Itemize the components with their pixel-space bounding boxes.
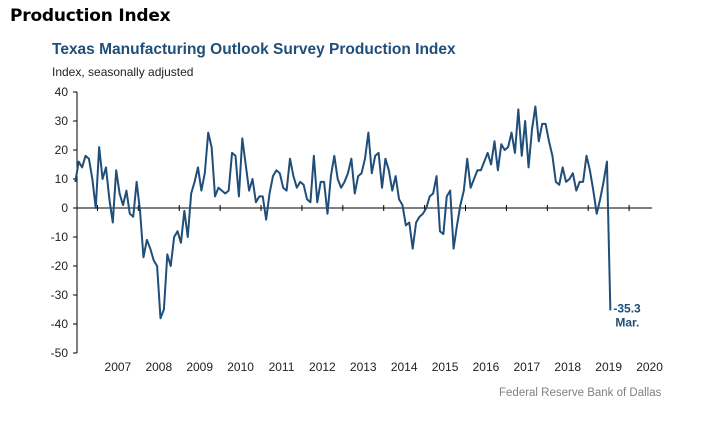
x-tick-label: 2020: [636, 360, 663, 374]
series-line: [74, 105, 612, 320]
y-tick-label: -20: [51, 259, 69, 273]
y-tick-label: -10: [51, 230, 69, 244]
x-tick-label: 2010: [227, 360, 254, 374]
x-tick-label: 2018: [554, 360, 581, 374]
x-tick-label: 2014: [391, 360, 418, 374]
callout-value: -35.3: [613, 301, 641, 315]
chart-title: Texas Manufacturing Outlook Survey Produ…: [52, 41, 456, 58]
x-tick-label: 2008: [145, 360, 172, 374]
x-tick-label: 2015: [432, 360, 459, 374]
y-tick-label: 10: [55, 172, 69, 186]
y-tick-label: 0: [61, 201, 68, 215]
x-tick-label: 2012: [309, 360, 336, 374]
source-credit: Federal Reserve Bank of Dallas: [499, 387, 662, 399]
page-heading: Production Index: [10, 6, 171, 26]
x-axis: 2007 2008 2009 2010 2011 2012 2013 2014 2015 2016…: [77, 205, 663, 374]
x-tick-label: 2013: [350, 360, 377, 374]
x-tick-label: 2017: [514, 360, 541, 374]
y-tick-label: -40: [51, 317, 69, 331]
y-tick-label: 40: [55, 85, 69, 99]
y-tick-label: 20: [55, 143, 69, 157]
x-tick-label: 2011: [269, 360, 295, 374]
x-tick-label: 2009: [186, 360, 213, 374]
x-tick-label: 2019: [595, 360, 622, 374]
y-axis: 40 30 20 10 0 -10 -20 -30 -40 -50: [51, 85, 78, 360]
y-tick-label: -30: [51, 288, 69, 302]
y-tick-label: 30: [55, 114, 69, 128]
x-tick-label: 2016: [473, 360, 500, 374]
chart-subtitle: Index, seasonally adjusted: [52, 65, 194, 79]
x-tick-label: 2007: [105, 360, 132, 374]
y-tick-label: -50: [51, 346, 69, 360]
series-layer: [74, 105, 612, 320]
callout-label: Mar.: [615, 315, 639, 329]
